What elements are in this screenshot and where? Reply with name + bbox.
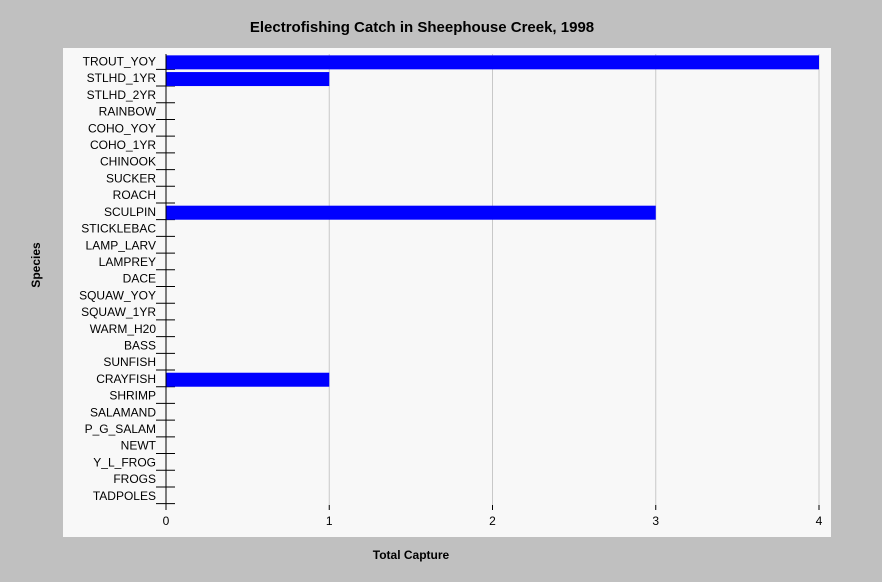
chart-title: Electrofishing Catch in Sheephouse Creek… bbox=[250, 19, 594, 36]
plot-panel bbox=[63, 48, 831, 537]
y-tick-label: NEWT bbox=[121, 439, 157, 453]
y-tick-label: SALAMAND bbox=[90, 405, 156, 419]
x-tick-label: 3 bbox=[652, 514, 659, 528]
y-tick-label: SCULPIN bbox=[104, 205, 156, 219]
y-tick-label: COHO_1YR bbox=[90, 138, 156, 152]
y-tick-label: CHINOOK bbox=[100, 155, 156, 169]
y-tick-label: ROACH bbox=[113, 188, 156, 202]
y-tick-label: FROGS bbox=[113, 472, 156, 486]
x-tick-label: 2 bbox=[489, 514, 496, 528]
y-tick-label: DACE bbox=[123, 272, 156, 286]
bar bbox=[166, 72, 330, 87]
y-tick-label: RAINBOW bbox=[99, 105, 157, 119]
y-tick-label: TADPOLES bbox=[93, 489, 156, 503]
y-tick-label: SHRIMP bbox=[109, 389, 156, 403]
y-tick-label: BASS bbox=[124, 338, 156, 352]
y-axis-label: Species bbox=[29, 242, 43, 288]
bar bbox=[166, 372, 330, 387]
bar bbox=[166, 55, 819, 70]
y-tick-label: Y_L_FROG bbox=[93, 455, 156, 469]
y-tick-label: SQUAW_1YR bbox=[81, 305, 156, 319]
y-tick-label: SQUAW_YOY bbox=[79, 288, 156, 302]
y-tick-label: CRAYFISH bbox=[96, 372, 156, 386]
bar bbox=[166, 205, 656, 220]
y-tick-label: WARM_H20 bbox=[90, 322, 157, 336]
y-tick-label: LAMP_LARV bbox=[86, 238, 156, 252]
y-tick-label: TROUT_YOY bbox=[83, 55, 156, 69]
x-axis-label: Total Capture bbox=[373, 548, 450, 562]
y-tick-label: STLHD_1YR bbox=[87, 71, 157, 85]
x-tick-label: 1 bbox=[326, 514, 333, 528]
y-tick-label: COHO_YOY bbox=[88, 121, 156, 135]
y-tick-label: STICKLEBAC bbox=[81, 222, 156, 236]
y-tick-label: LAMPREY bbox=[99, 255, 156, 269]
y-tick-label: STLHD_2YR bbox=[87, 88, 157, 102]
x-tick-label: 4 bbox=[816, 514, 823, 528]
x-tick-label: 0 bbox=[163, 514, 170, 528]
y-tick-label: SUNFISH bbox=[103, 355, 156, 369]
y-tick-label: SUCKER bbox=[106, 171, 156, 185]
y-tick-label: P_G_SALAM bbox=[85, 422, 156, 436]
